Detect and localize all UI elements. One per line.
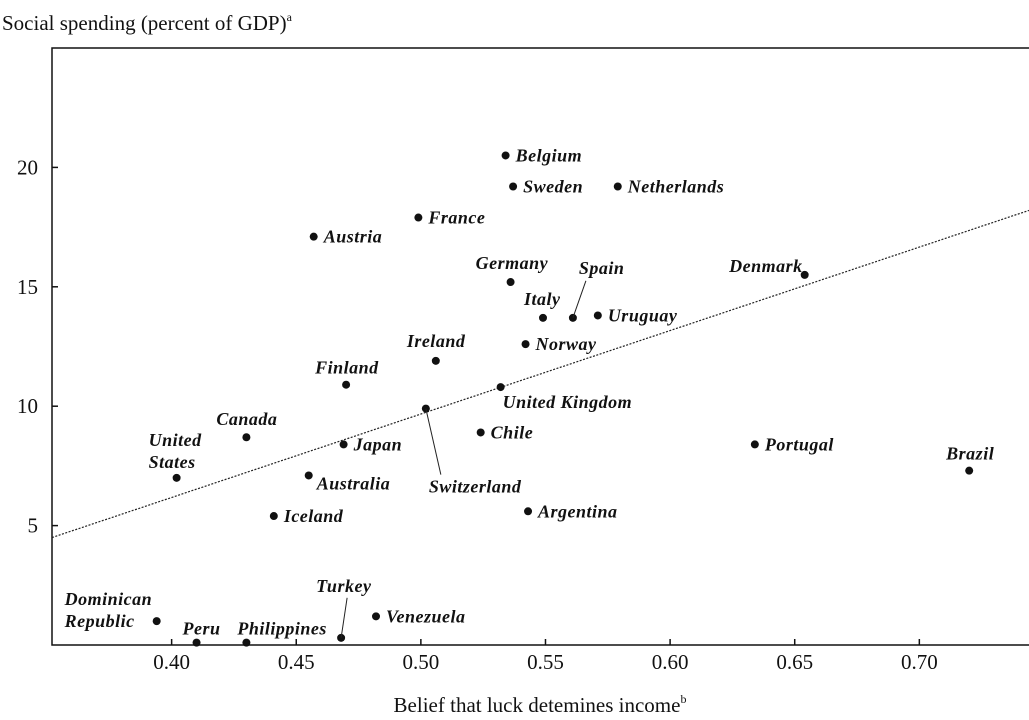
xlabel-text: Belief that luck detemines income	[394, 693, 681, 717]
point	[506, 278, 515, 287]
point-label: Philippines	[236, 619, 327, 639]
point-label: Germany	[476, 253, 549, 273]
plot-frame	[51, 47, 1029, 646]
point-label: United States	[149, 430, 207, 472]
point-label: Sweden	[523, 177, 583, 197]
point-label: Australia	[316, 473, 391, 493]
y-tick-label: 10	[17, 394, 38, 418]
point	[372, 612, 381, 621]
point-label: Denmark	[728, 256, 803, 276]
point	[309, 232, 318, 241]
chart-title: Social spending (percent of GDP)a	[2, 10, 293, 35]
point-label: Italy	[523, 289, 561, 309]
point	[339, 440, 348, 449]
point	[593, 311, 602, 320]
y-tick-label: 20	[17, 155, 38, 179]
point	[304, 471, 313, 480]
point-label: Turkey	[316, 576, 372, 596]
point-label: Portugal	[764, 434, 834, 454]
point	[242, 433, 251, 442]
point-label: Iceland	[283, 506, 344, 526]
point	[538, 313, 547, 322]
point-label: Japan	[353, 434, 403, 454]
point-label: Switzerland	[429, 477, 522, 497]
point-label: United Kingdom	[503, 392, 633, 412]
x-tick-label: 0.65	[776, 650, 813, 674]
point-label: Chile	[491, 422, 534, 442]
x-tick-label: 0.70	[901, 650, 938, 674]
point	[269, 512, 278, 521]
label-line: United	[149, 430, 207, 450]
point	[342, 380, 351, 389]
label-line: Dominican	[64, 589, 158, 609]
leader-line	[572, 280, 587, 319]
x-tick-label: 0.55	[527, 650, 564, 674]
trend-line	[51, 209, 1029, 539]
x-tick-label: 0.45	[278, 650, 315, 674]
point	[509, 182, 518, 191]
point	[496, 383, 505, 392]
point	[192, 638, 201, 647]
point	[501, 151, 510, 160]
leader-line	[340, 597, 348, 638]
point	[521, 340, 530, 349]
y-tick-label: 15	[17, 275, 38, 299]
point	[242, 638, 251, 647]
point	[750, 440, 759, 449]
point-label: Uruguay	[608, 305, 678, 325]
x-tick-label: 0.50	[402, 650, 439, 674]
point-label: Canada	[216, 409, 277, 429]
point	[431, 356, 440, 365]
point-label: Peru	[182, 619, 221, 639]
point-label: Finland	[314, 358, 379, 378]
x-axis-label: Belief that luck detemines incomeb	[394, 692, 687, 717]
point-label: Austria	[323, 227, 383, 247]
label-line: States	[149, 452, 196, 472]
point-label: Belgium	[515, 145, 583, 165]
point	[524, 507, 533, 516]
x-tick-label: 0.40	[153, 650, 190, 674]
point	[613, 182, 622, 191]
title-text: Social spending (percent of GDP)	[2, 11, 287, 35]
point	[800, 270, 809, 279]
point-label: Argentina	[537, 501, 618, 521]
point	[476, 428, 485, 437]
point-label: Norway	[535, 334, 598, 354]
point-label: Ireland	[406, 331, 466, 351]
title-note: a	[287, 10, 293, 24]
leader-line	[425, 408, 442, 475]
point	[152, 617, 161, 626]
point-label: Netherlands	[627, 177, 725, 197]
x-tick-label: 0.60	[652, 650, 689, 674]
point-label: Venezuela	[386, 606, 466, 626]
y-tick-label: 5	[28, 514, 39, 538]
point-label: Brazil	[945, 444, 994, 464]
point-label: France	[427, 208, 485, 228]
point-label: Dominican Republic	[64, 589, 158, 631]
point	[414, 213, 423, 222]
point	[965, 466, 974, 475]
point-label: Spain	[579, 258, 625, 278]
point	[172, 473, 181, 482]
label-line: Republic	[64, 611, 135, 631]
xlabel-note: b	[680, 692, 686, 706]
